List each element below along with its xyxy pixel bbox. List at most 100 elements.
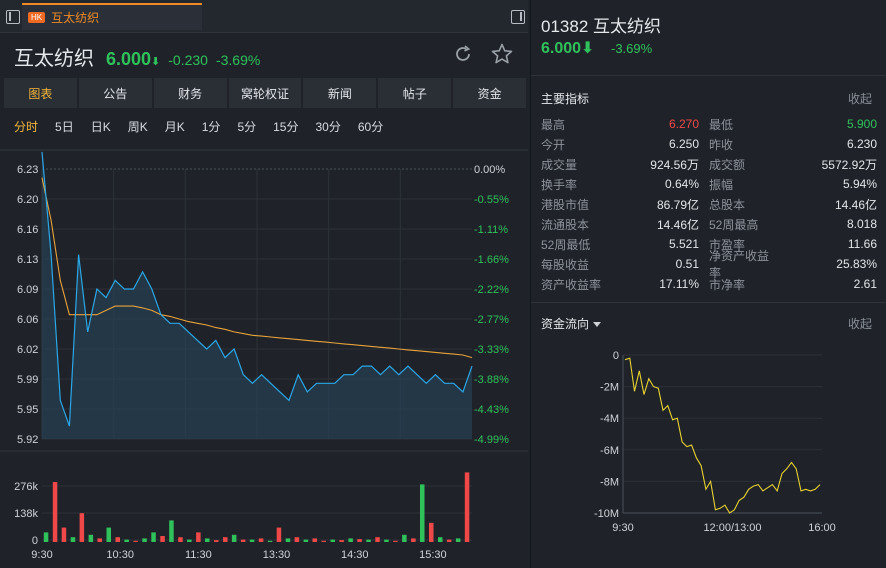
refresh-icon[interactable] xyxy=(453,44,473,64)
panel-toggle-icon[interactable] xyxy=(511,10,525,24)
y-tick-label: 6.06 xyxy=(17,314,38,326)
y-pct-label: -0.55% xyxy=(474,194,509,206)
period-daily-k[interactable]: 日K xyxy=(90,120,111,134)
metric-value: 5572.92万 xyxy=(821,157,877,172)
volume-bar xyxy=(178,537,183,542)
metric-value: 17.11% xyxy=(659,277,699,291)
metrics-collapse[interactable]: 收起 xyxy=(847,92,872,106)
flow-y-tick-label: -6M xyxy=(600,445,619,457)
period-60min[interactable]: 60分 xyxy=(357,120,384,134)
metric-value: 14.46亿 xyxy=(656,217,699,232)
y-tick-label: 6.13 xyxy=(17,254,38,266)
x-tick-label: 15:30 xyxy=(419,549,447,561)
volume-bar xyxy=(106,527,111,542)
dropdown-icon xyxy=(593,322,602,328)
volume-bar xyxy=(249,539,255,542)
down-arrow-icon: ⬇ xyxy=(151,56,161,68)
metric-value: 25.83% xyxy=(836,257,877,271)
volume-bar xyxy=(464,472,470,542)
y-pct-label: -3.33% xyxy=(474,344,509,356)
right-change-pct: -3.69% xyxy=(611,41,653,56)
y-pct-label: 0.00% xyxy=(474,164,505,176)
y-tick-label: 6.09 xyxy=(17,284,38,296)
flow-y-tick-label: -4M xyxy=(600,413,619,425)
metric-label: 每股收益 xyxy=(541,257,590,272)
metric-label: 换手率 xyxy=(541,177,578,192)
price-area xyxy=(42,151,472,439)
menu-news[interactable]: 新闻 xyxy=(303,78,377,108)
volume-bar xyxy=(375,537,380,542)
volume-bar xyxy=(133,540,138,542)
metric-label: 资产收益率 xyxy=(541,277,602,292)
flow-y-tick-label: -8M xyxy=(600,476,619,488)
metric-label: 市净率 xyxy=(709,277,746,292)
period-intraday[interactable]: 分时 xyxy=(14,120,39,134)
period-15min[interactable]: 15分 xyxy=(273,120,299,134)
left-panel: HK 互太纺织 互太纺织 6.000⬇ -0.230 -3.69% 图表 公告 … xyxy=(0,3,528,568)
metric-label: 今开 xyxy=(541,137,566,152)
price-change: -0.230 xyxy=(168,52,208,68)
volume-bar xyxy=(169,520,174,542)
period-1min[interactable]: 1分 xyxy=(201,120,221,134)
volume-bar xyxy=(366,539,371,542)
y-pct-label: -4.99% xyxy=(474,434,509,446)
volume-bar xyxy=(420,484,425,542)
y-tick-label: 6.20 xyxy=(17,194,38,206)
period-5min[interactable]: 5分 xyxy=(237,120,257,134)
period-weekly-k[interactable]: 周K xyxy=(127,120,148,134)
volume-bar xyxy=(88,534,94,542)
right-panel: 01382 互太纺织 6.000⬇ -3.69% 主要指标 收起 最高 6.270… xyxy=(530,0,886,568)
tab-title: 互太纺织 xyxy=(51,11,100,25)
menu-posts[interactable]: 帖子 xyxy=(378,78,452,108)
period-monthly-k[interactable]: 月K xyxy=(164,120,185,134)
metric-label: 成交额 xyxy=(709,157,746,172)
y-tick-label: 5.95 xyxy=(17,404,38,416)
volume-bar xyxy=(214,540,219,542)
capital-flow-line xyxy=(624,357,821,514)
metric-value: 5.94% xyxy=(842,177,877,191)
volume-bar xyxy=(276,527,282,542)
period-30min[interactable]: 30分 xyxy=(315,120,341,134)
y-tick-label: 6.02 xyxy=(17,344,38,356)
menu-finance[interactable]: 财务 xyxy=(153,78,227,108)
metric-value: 5.521 xyxy=(668,237,699,251)
menu-capital[interactable]: 资金 xyxy=(453,78,527,108)
volume-bar xyxy=(43,532,49,542)
volume-bar xyxy=(339,540,344,542)
volume-bar xyxy=(231,534,237,542)
volume-bar xyxy=(384,539,389,542)
metric-value: 5.900 xyxy=(846,117,877,131)
y-pct-label: -2.22% xyxy=(474,284,509,296)
volume-bar xyxy=(151,532,156,542)
metric-label: 昨收 xyxy=(709,137,734,152)
metric-label: 成交量 xyxy=(541,157,578,172)
metric-row: 每股收益 0.51 净资产收益率 25.83% xyxy=(541,249,877,280)
y-pct-label: -3.88% xyxy=(474,374,509,386)
volume-bar xyxy=(393,540,398,542)
metric-row: 流通股本 14.46亿 52周最高 8.018 xyxy=(541,214,877,234)
x-tick-label: 11:30 xyxy=(185,549,212,561)
metric-label: 总股本 xyxy=(709,197,746,212)
flow-collapse[interactable]: 收起 xyxy=(847,317,872,331)
stock-tab[interactable]: HK 互太纺织 xyxy=(22,3,202,30)
volume-bar xyxy=(321,540,326,542)
metric-label: 最高 xyxy=(541,117,566,132)
average-price-line xyxy=(41,177,473,359)
y-pct-label: -2.77% xyxy=(474,314,509,326)
flow-title[interactable]: 资金流向 xyxy=(541,315,602,332)
intraday-chart[interactable]: 6.23 0.00% 6.20 -0.55% 6.16 -1.11% 6.13 -1.66% 6… xyxy=(0,145,528,568)
metric-row: 资产收益率 17.11% 市净率 2.61 xyxy=(541,274,877,294)
metrics-table: 最高 6.270 最低 5.900 今开 6.250 昨收 6.230 成交量 924.56万 成交… xyxy=(541,114,877,294)
period-5day[interactable]: 5日 xyxy=(55,120,74,134)
stock-name: 互太纺织 xyxy=(14,48,94,70)
flow-y-tick-label: -10M xyxy=(594,508,619,520)
menu-chart[interactable]: 图表 xyxy=(4,78,77,108)
menu-announcements[interactable]: 公告 xyxy=(78,78,152,108)
right-current-price: 6.000⬇ xyxy=(541,40,595,57)
menu-warrants[interactable]: 窝轮权证 xyxy=(228,78,302,108)
volume-bar xyxy=(446,539,452,542)
star-icon[interactable] xyxy=(490,42,514,66)
sidebar-toggle-icon[interactable] xyxy=(6,10,20,24)
volume-bar xyxy=(124,539,129,542)
metric-row: 成交量 924.56万 成交额 5572.92万 xyxy=(541,154,877,174)
